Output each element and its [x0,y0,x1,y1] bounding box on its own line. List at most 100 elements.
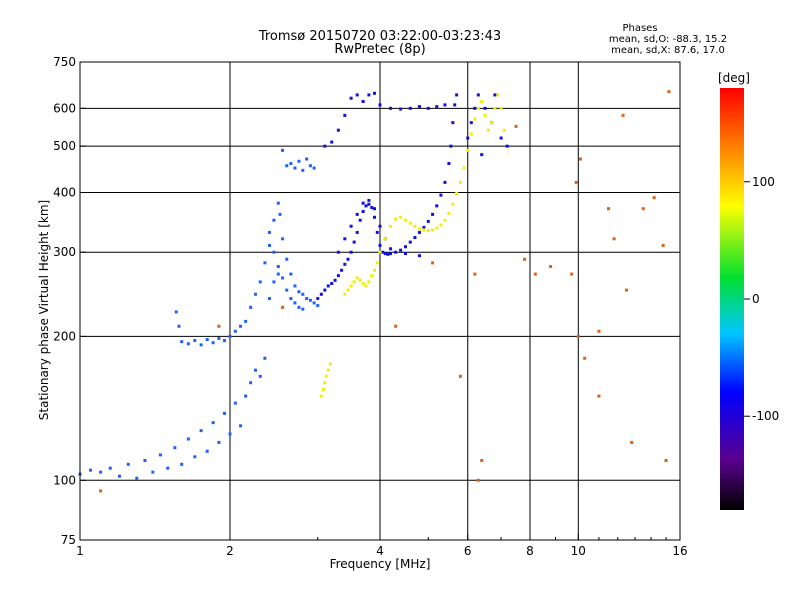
data-point [451,121,455,125]
data-point [281,148,285,152]
data-point [417,230,421,234]
data-point [523,257,527,261]
data-point [324,374,328,378]
data-point [319,394,323,398]
data-point [343,262,347,266]
data-point [469,132,473,136]
data-point [367,93,371,97]
data-point [583,356,587,360]
data-point [352,240,356,244]
data-point [364,204,368,208]
data-point [205,449,209,453]
data-point [667,90,671,94]
data-point [426,229,430,233]
data-point [180,462,184,466]
data-point [316,304,320,308]
data-point [394,250,398,254]
data-point [253,368,257,372]
data-point [99,470,103,474]
y-tick-label: 75 [61,533,76,547]
data-point [233,329,237,333]
data-point [228,334,232,338]
data-point [435,204,439,208]
data-point [417,254,421,258]
phase-stats-heading: Phases [622,23,657,34]
phase-stats-o: mean, sd,O: -88.3, 15.2 [609,34,727,45]
y-tick-label: 200 [53,329,76,343]
data-point [193,339,197,343]
data-point [355,212,359,216]
data-point [469,121,473,125]
data-point [625,288,629,292]
data-point [316,297,320,301]
data-point [361,282,365,286]
data-point [417,105,421,109]
data-point [285,288,289,292]
data-point [476,93,480,97]
data-point [493,93,497,97]
data-point [373,215,377,219]
data-point [135,476,139,480]
data-point [408,106,412,110]
phase-stats-x: mean, sd,X: 87.6, 17.0 [611,45,725,56]
data-point [244,319,248,323]
data-point [276,265,280,269]
data-point [126,462,130,466]
data-point [312,301,316,305]
data-point [249,305,253,309]
data-point [447,211,451,215]
data-point [367,202,371,206]
y-tick-label: 500 [53,139,76,153]
data-point [336,274,340,278]
data-point [403,245,407,249]
data-point [370,274,374,278]
data-point [578,157,582,161]
data-point [180,340,184,344]
data-point [258,374,262,378]
data-point [514,124,518,128]
data-point [267,297,271,301]
data-point [199,343,203,347]
y-tick-label: 100 [53,473,76,487]
data-point [490,121,494,125]
data-point [361,210,365,214]
data-point [293,284,297,288]
data-point [621,113,625,117]
data-point [664,458,668,462]
data-point [349,284,353,288]
colorbar [720,88,744,510]
data-point [413,236,417,240]
data-point [308,164,312,168]
data-point [323,288,327,292]
data-point [211,421,215,425]
data-point [549,265,553,269]
data-point [249,381,253,385]
data-point [289,161,293,165]
y-axis-label: Stationary phase Virtual Height [km] [37,200,51,420]
data-point [480,458,484,462]
data-point [272,280,276,284]
data-point [375,261,379,265]
data-point [297,305,301,309]
data-point [399,248,403,252]
data-point [370,206,374,210]
data-point [378,243,382,247]
data-point [289,297,293,301]
data-point [326,368,330,372]
x-tick-label: 6 [464,544,472,558]
data-point [263,356,267,360]
data-point [399,215,403,219]
data-point [355,276,359,280]
data-point [346,288,350,292]
data-point [263,261,267,265]
data-point [233,401,237,405]
data-point [381,250,385,254]
data-point [267,230,271,234]
data-point [239,324,243,328]
data-point [431,212,435,216]
data-point [375,230,379,234]
data-point [383,252,387,256]
data-point [352,280,356,284]
data-point [364,284,368,288]
data-point [276,201,280,205]
